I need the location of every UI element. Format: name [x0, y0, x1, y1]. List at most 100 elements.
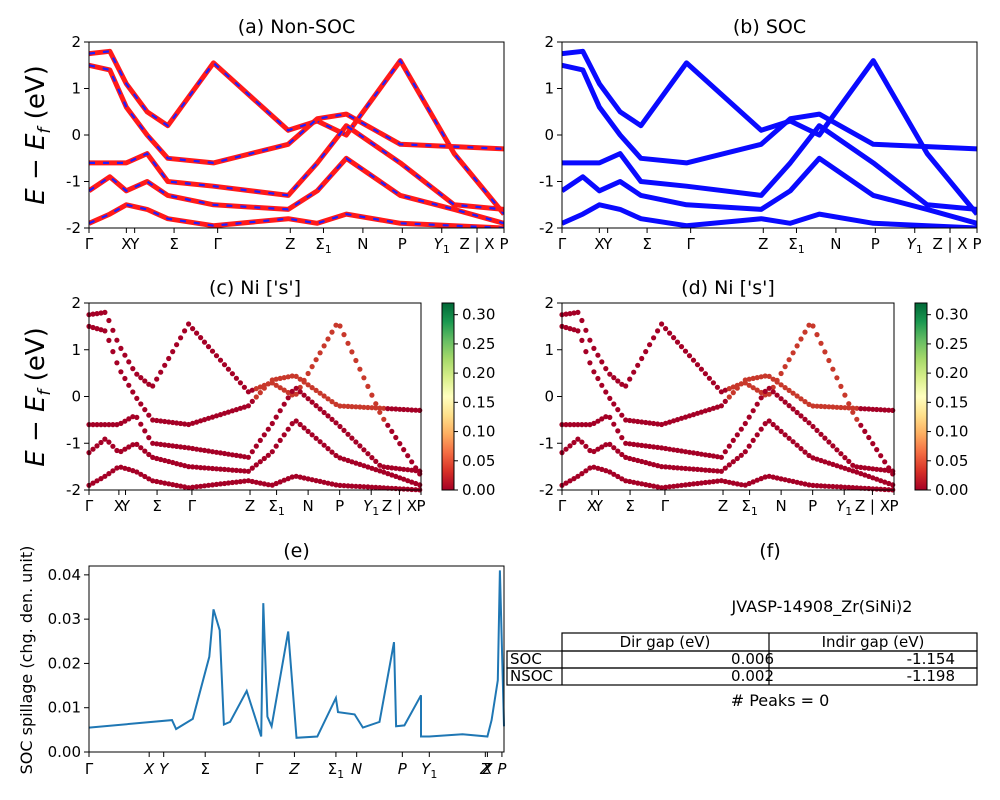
band-point — [146, 435, 152, 441]
panel-title: (e) — [283, 540, 310, 562]
y-tick-label: -1 — [539, 434, 554, 452]
band-point — [194, 484, 200, 490]
band-point — [854, 469, 860, 475]
band-point — [822, 349, 828, 355]
band-point — [874, 406, 880, 413]
table-footer-peaks: # Peaks = 0 — [731, 691, 830, 710]
band-point — [309, 399, 315, 405]
band-point — [611, 375, 617, 381]
band-point — [782, 399, 788, 405]
band-point — [571, 476, 577, 482]
band-point — [90, 324, 96, 331]
y-tick-label: 1 — [544, 341, 554, 359]
band-point — [686, 449, 693, 455]
band-point — [599, 416, 605, 422]
table-header-indir-gap: Indir gap (eV) — [822, 633, 925, 651]
band-point — [647, 443, 653, 449]
band-point — [702, 408, 709, 414]
band-point — [814, 483, 820, 489]
band-point — [94, 443, 100, 449]
band-point — [671, 447, 677, 453]
band-point — [397, 441, 403, 447]
band-point — [838, 383, 844, 389]
band-point — [619, 476, 625, 482]
band-point — [413, 407, 419, 413]
band-point — [714, 404, 721, 410]
band-point — [269, 377, 275, 383]
band-point — [325, 446, 331, 452]
band-point — [409, 459, 415, 465]
band-point — [627, 417, 633, 424]
band-point — [273, 382, 279, 388]
kpath-tick-label: X — [481, 760, 493, 778]
band-point — [710, 380, 717, 386]
band-point — [742, 420, 748, 427]
kpath-tick-label: P — [335, 497, 344, 515]
band-point — [790, 390, 796, 396]
band-point — [106, 471, 112, 477]
kpath-tick-label: Σ1 — [741, 497, 757, 518]
bands — [562, 42, 977, 228]
band-point — [575, 422, 581, 428]
band-point — [686, 466, 693, 472]
band-point — [674, 339, 681, 345]
band-point — [563, 324, 569, 331]
band-point — [417, 468, 423, 474]
band-point — [694, 480, 701, 487]
band-point — [154, 417, 160, 424]
band-point — [878, 407, 884, 413]
band-point — [587, 465, 593, 471]
band-point — [607, 371, 613, 377]
band-point — [349, 349, 355, 355]
spillage-line — [88, 570, 505, 739]
y-tick-label: 0.00 — [48, 743, 81, 761]
band-point — [814, 403, 820, 409]
band-point — [178, 420, 184, 427]
band-point — [182, 484, 188, 490]
band-point — [329, 449, 335, 455]
band-point — [742, 482, 748, 488]
band-point — [166, 458, 172, 465]
band-point — [842, 484, 848, 490]
band-point — [209, 348, 216, 354]
band-point — [714, 478, 721, 484]
band-point — [158, 418, 164, 424]
y-tick-label: -1 — [539, 173, 554, 191]
band-line-1 — [562, 62, 977, 166]
band-point — [142, 378, 148, 384]
band-point — [158, 456, 164, 463]
band-point — [730, 437, 736, 443]
band-point — [174, 461, 180, 467]
band-point — [162, 442, 168, 448]
band-point — [313, 387, 319, 393]
band-point — [190, 326, 196, 332]
band-point — [285, 374, 291, 380]
band-point — [381, 464, 387, 470]
band-point — [754, 401, 760, 407]
band-point — [253, 479, 259, 485]
band-point — [114, 422, 120, 428]
kpath-tick-label: Γ — [85, 235, 94, 253]
band-point — [798, 446, 804, 452]
kpath-tick-label: Y — [602, 235, 613, 253]
band-point — [603, 389, 609, 395]
band-point — [269, 482, 275, 488]
band-line-dash-1 — [89, 64, 504, 165]
band-point — [285, 395, 291, 401]
band-point — [118, 448, 124, 455]
band-point — [269, 420, 275, 427]
cbar-tick-label: 0.05 — [935, 452, 968, 470]
kpath-tick-label: Z — [285, 235, 295, 253]
band-point — [285, 476, 291, 482]
band-point — [253, 443, 259, 449]
band-point — [595, 375, 601, 382]
band-point — [663, 445, 669, 452]
band-point — [337, 323, 343, 329]
band-point — [627, 376, 633, 382]
y-tick-label: 0.03 — [48, 610, 81, 628]
band-point — [858, 471, 864, 477]
band-point — [321, 393, 327, 399]
band-point — [118, 369, 124, 375]
band-point — [611, 471, 617, 477]
